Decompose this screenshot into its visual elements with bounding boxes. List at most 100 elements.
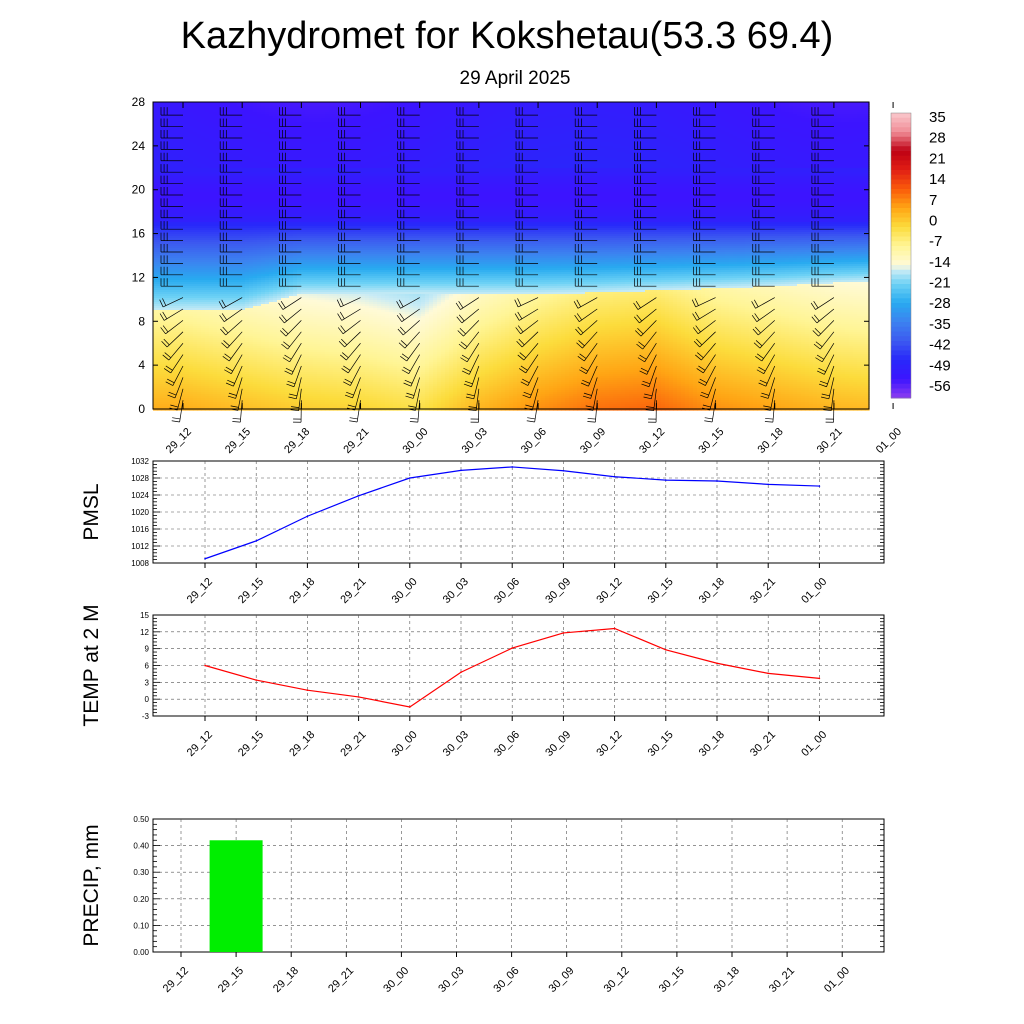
y-tick-label: 0.30 bbox=[133, 868, 149, 877]
wind-barb bbox=[171, 400, 184, 423]
heatmap-field bbox=[153, 102, 870, 411]
wind-barb bbox=[637, 343, 657, 363]
y-axis-label: PRECIP, mm bbox=[80, 824, 103, 946]
wind-barb bbox=[338, 278, 361, 287]
wind-barb bbox=[515, 320, 539, 335]
cross-section-frame bbox=[152, 101, 870, 410]
x-tick-label: 30_15 bbox=[646, 576, 676, 606]
wind-barb bbox=[633, 297, 657, 310]
wind-barb bbox=[820, 377, 835, 400]
wind-barb bbox=[635, 320, 657, 337]
y-tick-label: 1028 bbox=[131, 474, 149, 483]
wind-barb bbox=[811, 152, 834, 162]
wind-barb bbox=[693, 232, 716, 241]
colorbar-segment bbox=[891, 113, 911, 119]
wind-barb bbox=[456, 186, 479, 196]
y-tick-label: 0 bbox=[145, 695, 150, 704]
page-title: Kazhydromet for Kokshetau(53.3 69.4) bbox=[181, 15, 834, 57]
wind-barb bbox=[219, 164, 243, 173]
wind-barb bbox=[397, 232, 420, 241]
wind-barb bbox=[456, 141, 479, 150]
wind-barb bbox=[634, 198, 657, 207]
wind-barb bbox=[574, 152, 598, 162]
wind-barb bbox=[752, 141, 775, 150]
wind-barb bbox=[574, 164, 598, 173]
wind-barb bbox=[279, 320, 302, 337]
wind-barb bbox=[515, 175, 539, 184]
x-tick-label: 30_06 bbox=[492, 729, 522, 759]
wind-barb bbox=[460, 343, 480, 363]
panel-minor-ticks bbox=[153, 460, 884, 564]
wind-barb bbox=[338, 331, 361, 348]
y-tick-label: 3 bbox=[145, 678, 150, 687]
wind-barb bbox=[338, 232, 361, 241]
data-point bbox=[511, 466, 513, 468]
colorbar-segment bbox=[891, 174, 911, 180]
colorbar-segment bbox=[891, 136, 911, 142]
wind-barb bbox=[456, 221, 479, 230]
colorbar-segment bbox=[891, 284, 911, 290]
wind-barb bbox=[278, 186, 302, 196]
wind-barb bbox=[758, 365, 776, 387]
wind-barb bbox=[699, 377, 716, 399]
data-point bbox=[613, 475, 616, 478]
wind-barb bbox=[219, 308, 243, 322]
wind-barb bbox=[160, 320, 184, 335]
wind-barb bbox=[461, 354, 480, 375]
colorbar-label: 35 bbox=[929, 109, 946, 126]
colorbar-label: -35 bbox=[929, 316, 951, 333]
wind-barb bbox=[634, 278, 657, 287]
wind-barb bbox=[219, 152, 243, 162]
wind-barb bbox=[338, 129, 361, 139]
x-tick-label: 01_00 bbox=[874, 426, 904, 456]
colorbar-segment bbox=[891, 303, 911, 309]
data-point bbox=[665, 648, 667, 651]
wind-barb bbox=[696, 354, 716, 374]
wind-barb bbox=[515, 243, 539, 253]
wind-barb bbox=[456, 266, 479, 276]
wind-barb bbox=[752, 266, 775, 276]
x-tick-label: 30_06 bbox=[491, 965, 521, 995]
wind-barb bbox=[693, 152, 716, 162]
wind-barb bbox=[159, 308, 184, 321]
wind-barb bbox=[811, 232, 834, 241]
x-tick-label: 30_18 bbox=[712, 965, 742, 995]
colorbar-segment bbox=[891, 288, 911, 294]
wind-barb bbox=[693, 129, 716, 139]
cross-section-chart: 29_12 29_15 29_18 29_21 30_00 30_03 30_06 30_09… bbox=[132, 95, 904, 456]
colorbar-segment bbox=[891, 336, 911, 342]
wind-barb bbox=[574, 175, 598, 184]
x-tick-label: 29_15 bbox=[236, 576, 266, 606]
wind-barb bbox=[338, 243, 361, 253]
y-tick-label: 20 bbox=[132, 183, 146, 197]
wind-barb bbox=[160, 278, 183, 287]
wind-barb bbox=[338, 209, 361, 219]
wind-barb bbox=[219, 255, 243, 264]
data-point bbox=[818, 677, 821, 680]
wind-barb bbox=[281, 331, 302, 350]
wind-barb bbox=[456, 198, 479, 207]
x-tick-label: 30_15 bbox=[646, 729, 676, 759]
data-point bbox=[357, 696, 360, 698]
wind-barb bbox=[515, 141, 539, 150]
wind-barb bbox=[278, 278, 302, 287]
wind-barb bbox=[752, 232, 775, 241]
wind-barb bbox=[634, 141, 657, 150]
y-tick-label: -3 bbox=[142, 712, 150, 721]
y-tick-label: 1024 bbox=[131, 491, 149, 500]
wind-barb bbox=[752, 221, 775, 230]
wind-barb bbox=[693, 175, 716, 184]
x-tick-label: 30_03 bbox=[441, 729, 471, 759]
colorbar-label: -14 bbox=[929, 254, 951, 271]
wind-barb bbox=[219, 175, 243, 184]
y-tick-label: 1008 bbox=[131, 559, 149, 568]
y-tick-label: 1032 bbox=[131, 457, 149, 466]
x-tick-label: 29_15 bbox=[216, 965, 246, 995]
wind-barb bbox=[397, 255, 420, 264]
wind-barb bbox=[160, 186, 183, 196]
x-tick-label: 30_00 bbox=[381, 965, 411, 995]
y-tick-label: 0.50 bbox=[133, 815, 149, 824]
wind-barb bbox=[456, 243, 479, 253]
wind-barb bbox=[397, 118, 420, 127]
colorbar-label: 0 bbox=[929, 212, 937, 229]
